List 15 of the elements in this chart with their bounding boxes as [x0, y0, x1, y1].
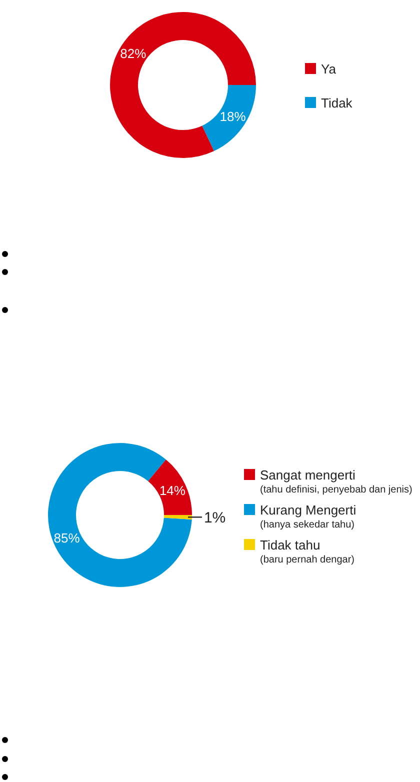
donut-slice: [148, 460, 192, 515]
legend-label: Ya: [321, 62, 337, 77]
data-label: 14%: [159, 482, 186, 498]
data-label: 1%: [204, 509, 226, 526]
data-label: 85%: [54, 530, 80, 546]
donut-slice: [164, 515, 192, 520]
legend-label: Tidak: [321, 96, 353, 111]
legend-label: Kurang Mengerti (hanya sekedar tahu): [260, 502, 356, 530]
donut-slice: [48, 443, 192, 587]
data-label: 18%: [220, 109, 246, 124]
data-label: 82%: [120, 46, 147, 61]
legend-label: Sangat mengerti (tahu definisi, penyebab dan jenis): [260, 468, 412, 496]
donut-slice: [110, 12, 256, 158]
donut-slice: [202, 85, 256, 152]
legend-label: Tidak tahu (baru pernah dengar): [260, 538, 355, 566]
